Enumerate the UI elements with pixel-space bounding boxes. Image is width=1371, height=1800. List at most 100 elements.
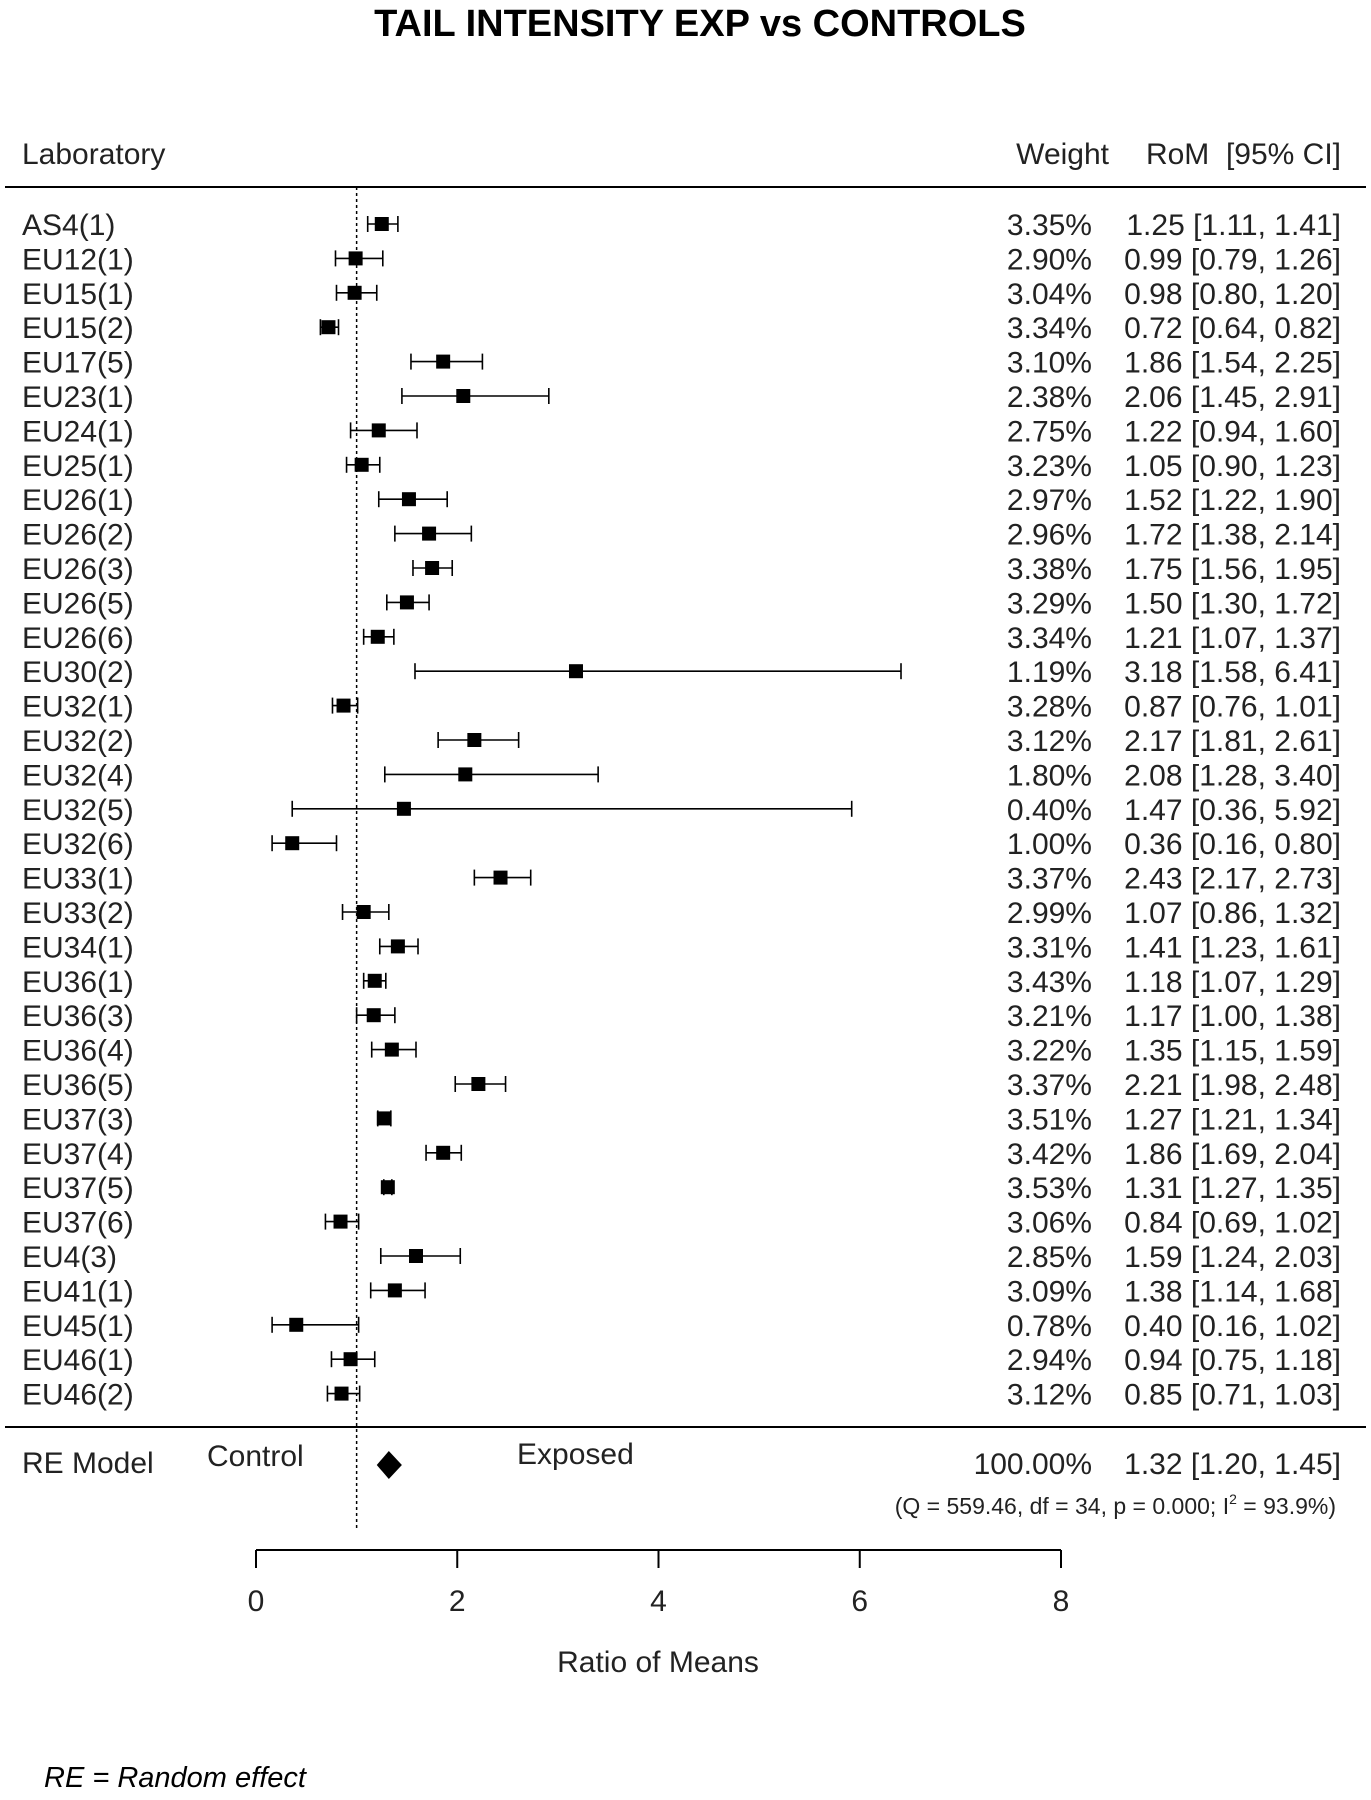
point-estimate	[425, 561, 440, 575]
study-weight: 1.00%	[1007, 828, 1092, 861]
study-label: EU4(3)	[22, 1241, 117, 1274]
study-label: EU36(1)	[22, 966, 134, 999]
study-row: EU26(6) 3.34% 1.21 [1.07, 1.37]	[22, 622, 1341, 655]
study-label: EU24(1)	[22, 415, 134, 448]
study-row: EU34(1) 3.31% 1.41 [1.23, 1.61]	[22, 931, 1341, 964]
point-estimate	[422, 526, 437, 541]
point-estimate	[456, 389, 471, 403]
point-estimate	[568, 664, 583, 679]
study-weight: 2.97%	[1007, 484, 1092, 517]
study-weight: 2.96%	[1007, 519, 1092, 552]
point-estimate	[390, 939, 405, 954]
study-label: EU32(6)	[22, 828, 134, 861]
study-estimate: 0.40 [0.16, 1.02]	[1124, 1310, 1341, 1343]
study-row: EU4(3) 2.85% 1.59 [1.24, 2.03]	[22, 1241, 1341, 1274]
study-label: EU46(2)	[22, 1379, 134, 1412]
x-tick-label: 0	[248, 1585, 265, 1618]
study-weight: 3.22%	[1007, 1035, 1092, 1068]
study-row: EU15(1) 3.04% 0.98 [0.80, 1.20]	[22, 278, 1341, 311]
study-row: EU26(2) 2.96% 1.72 [1.38, 2.14]	[22, 519, 1341, 552]
study-weight: 3.06%	[1007, 1207, 1092, 1240]
study-weight: 3.51%	[1007, 1103, 1092, 1136]
study-estimate: 1.47 [0.36, 5.92]	[1124, 794, 1341, 827]
study-estimate: 1.18 [1.07, 1.29]	[1124, 966, 1341, 999]
point-estimate	[348, 251, 363, 266]
study-row: EU36(3) 3.21% 1.17 [1.00, 1.38]	[22, 1000, 1341, 1033]
study-estimate: 0.87 [0.76, 1.01]	[1124, 691, 1341, 724]
point-estimate	[289, 1317, 304, 1332]
point-estimate	[399, 595, 414, 610]
study-label: EU37(6)	[22, 1207, 134, 1240]
point-estimate	[436, 354, 451, 369]
study-estimate: 2.43 [2.17, 2.73]	[1124, 863, 1341, 896]
study-weight: 3.12%	[1007, 725, 1092, 758]
point-estimate	[408, 1249, 423, 1263]
study-row: EU41(1) 3.09% 1.38 [1.14, 1.68]	[22, 1275, 1341, 1308]
summary-label: RE Model	[22, 1447, 154, 1480]
study-rows: AS4(1) 3.35% 1.25 [1.11, 1.41] EU12(1) 2.90%…	[22, 209, 1341, 1412]
study-weight: 2.90%	[1007, 243, 1092, 276]
study-row: EU26(3) 3.38% 1.75 [1.56, 1.95]	[22, 553, 1341, 586]
study-row: EU46(1) 2.94% 0.94 [0.75, 1.18]	[22, 1344, 1341, 1377]
study-row: EU37(5) 3.53% 1.31 [1.27, 1.35]	[22, 1172, 1341, 1205]
point-estimate	[356, 905, 371, 919]
study-estimate: 1.38 [1.14, 1.68]	[1124, 1275, 1341, 1308]
study-estimate: 1.22 [0.94, 1.60]	[1124, 415, 1341, 448]
study-estimate: 0.72 [0.64, 0.82]	[1124, 312, 1341, 345]
study-label: EU46(1)	[22, 1344, 134, 1377]
point-estimate	[343, 1352, 358, 1367]
study-label: EU15(1)	[22, 278, 134, 311]
point-estimate	[396, 801, 411, 816]
study-row: EU46(2) 3.12% 0.85 [0.71, 1.03]	[22, 1379, 1341, 1412]
study-row: EU15(2) 3.34% 0.72 [0.64, 0.82]	[22, 312, 1341, 345]
summary-estimate: 1.32 [1.20, 1.45]	[1124, 1448, 1341, 1481]
study-weight: 3.42%	[1007, 1138, 1092, 1171]
study-estimate: 0.84 [0.69, 1.02]	[1124, 1207, 1341, 1240]
study-weight: 3.34%	[1007, 312, 1092, 345]
x-tick-label: 2	[449, 1585, 466, 1618]
point-estimate	[458, 767, 473, 782]
study-label: EU37(5)	[22, 1172, 134, 1205]
study-weight: 3.12%	[1007, 1379, 1092, 1412]
study-row: EU37(4) 3.42% 1.86 [1.69, 2.04]	[22, 1138, 1341, 1171]
study-estimate: 1.86 [1.54, 2.25]	[1124, 347, 1341, 380]
study-estimate: 2.17 [1.81, 2.61]	[1124, 725, 1341, 758]
study-label: EU33(1)	[22, 863, 134, 896]
point-estimate	[471, 1077, 486, 1091]
study-label: EU36(4)	[22, 1035, 134, 1068]
point-estimate	[380, 1180, 395, 1195]
chart-title: TAIL INTENSITY EXP vs CONTROLS	[374, 3, 1026, 45]
study-weight: 3.23%	[1007, 450, 1092, 483]
heterogeneity-prefix: (Q = 559.46, df = 34, p = 0.000; I	[895, 1493, 1229, 1519]
study-row: EU26(5) 3.29% 1.50 [1.30, 1.72]	[22, 587, 1341, 620]
study-row: EU24(1) 2.75% 1.22 [0.94, 1.60]	[22, 415, 1341, 448]
study-estimate: 1.86 [1.69, 2.04]	[1124, 1138, 1341, 1171]
study-weight: 2.38%	[1007, 381, 1092, 414]
point-estimate	[354, 457, 369, 472]
study-weight: 3.37%	[1007, 863, 1092, 896]
study-estimate: 0.98 [0.80, 1.20]	[1124, 278, 1341, 311]
study-row: EU17(5) 3.10% 1.86 [1.54, 2.25]	[22, 347, 1341, 380]
study-estimate: 0.85 [0.71, 1.03]	[1124, 1379, 1341, 1412]
study-estimate: 2.21 [1.98, 2.48]	[1124, 1069, 1341, 1102]
point-estimate	[347, 285, 362, 300]
summary-weight: 100.00%	[974, 1448, 1092, 1481]
study-row: EU37(6) 3.06% 0.84 [0.69, 1.02]	[22, 1207, 1341, 1240]
study-label: EU34(1)	[22, 931, 134, 964]
study-estimate: 1.41 [1.23, 1.61]	[1124, 931, 1341, 964]
study-label: EU26(2)	[22, 519, 134, 552]
point-estimate	[371, 423, 386, 438]
study-estimate: 1.17 [1.00, 1.38]	[1124, 1000, 1341, 1033]
study-row: EU32(1) 3.28% 0.87 [0.76, 1.01]	[22, 691, 1341, 724]
study-row: EU32(6) 1.00% 0.36 [0.16, 0.80]	[22, 828, 1341, 861]
study-row: EU33(1) 3.37% 2.43 [2.17, 2.73]	[22, 863, 1341, 896]
study-row: EU23(1) 2.38% 2.06 [1.45, 2.91]	[22, 381, 1341, 414]
study-row: EU32(4) 1.80% 2.08 [1.28, 3.40]	[22, 759, 1341, 792]
study-label: EU17(5)	[22, 347, 134, 380]
study-estimate: 0.94 [0.75, 1.18]	[1124, 1344, 1341, 1377]
study-weight: 3.34%	[1007, 622, 1092, 655]
study-label: EU26(5)	[22, 587, 134, 620]
study-label: EU41(1)	[22, 1275, 134, 1308]
study-estimate: 1.72 [1.38, 2.14]	[1124, 519, 1341, 552]
